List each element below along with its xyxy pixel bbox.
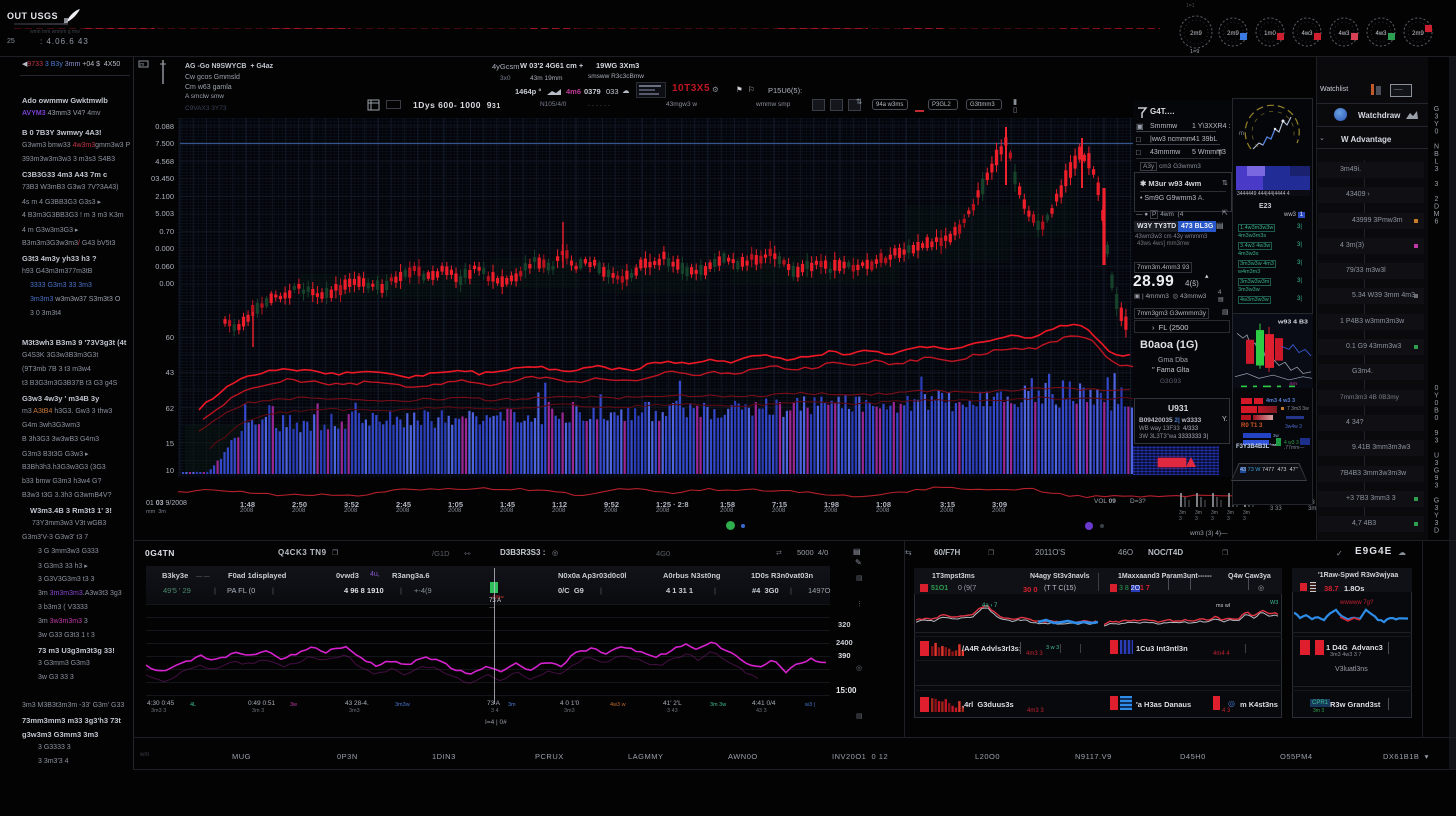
- svg-text:1m0: 1m0: [1264, 31, 1276, 37]
- svg-text:W3: W3: [1270, 600, 1278, 606]
- svg-text:4a › 7: 4a › 7: [982, 603, 998, 609]
- svg-text:w93 4 B3: w93 4 B3: [1277, 319, 1309, 325]
- svg-text:ms wl: ms wl: [1216, 603, 1230, 609]
- svg-text:m: m: [1239, 131, 1244, 137]
- svg-text:4w3: 4w3: [1301, 31, 1313, 37]
- svg-text:4m: 4m: [1289, 381, 1298, 386]
- svg-text:2m9: 2m9: [1227, 31, 1239, 37]
- svg-text:4w3: 4w3: [1338, 31, 1350, 37]
- svg-text:2m9: 2m9: [1412, 31, 1424, 37]
- svg-text:m: m: [140, 62, 144, 68]
- svg-text:2m9: 2m9: [1190, 31, 1202, 37]
- svg-text:4w3: 4w3: [1375, 31, 1387, 37]
